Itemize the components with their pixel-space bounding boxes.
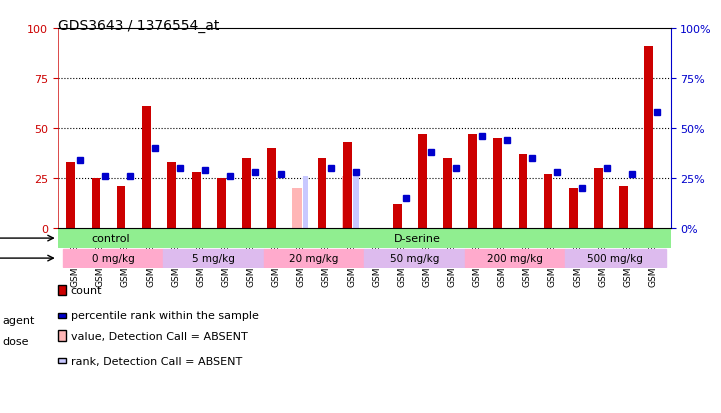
Bar	[464, 249, 565, 268]
Bar	[418, 135, 427, 228]
Bar	[167, 163, 176, 228]
Bar	[393, 204, 402, 228]
Bar	[292, 189, 302, 228]
Text: count: count	[71, 285, 102, 295]
Bar	[443, 159, 452, 228]
Bar	[242, 159, 251, 228]
Text: 50 mg/kg: 50 mg/kg	[389, 254, 439, 263]
Bar	[364, 249, 464, 268]
Bar	[264, 249, 364, 268]
Bar	[58, 230, 163, 247]
Bar	[117, 187, 125, 228]
Text: D-serine: D-serine	[394, 233, 441, 244]
Bar	[619, 187, 628, 228]
Bar	[469, 135, 477, 228]
Text: percentile rank within the sample: percentile rank within the sample	[71, 311, 259, 320]
Text: dose: dose	[2, 336, 29, 346]
Text: 0 mg/kg: 0 mg/kg	[92, 254, 134, 263]
Bar	[565, 249, 665, 268]
Bar	[217, 178, 226, 228]
Text: rank, Detection Call = ABSENT: rank, Detection Call = ABSENT	[71, 356, 242, 366]
Bar	[644, 47, 653, 228]
Text: 200 mg/kg: 200 mg/kg	[487, 254, 543, 263]
Text: 5 mg/kg: 5 mg/kg	[192, 254, 235, 263]
Bar	[142, 107, 151, 228]
Bar	[303, 177, 309, 228]
Bar	[66, 163, 75, 228]
Bar	[163, 249, 264, 268]
Bar	[353, 177, 358, 228]
Bar	[92, 178, 100, 228]
Bar	[192, 173, 201, 228]
Bar	[569, 189, 578, 228]
Text: 500 mg/kg: 500 mg/kg	[588, 254, 643, 263]
Text: value, Detection Call = ABSENT: value, Detection Call = ABSENT	[71, 331, 247, 341]
Bar	[493, 139, 503, 228]
Bar	[342, 143, 352, 228]
Bar	[163, 230, 671, 247]
Bar	[267, 149, 276, 228]
Bar	[318, 159, 327, 228]
Text: GDS3643 / 1376554_at: GDS3643 / 1376554_at	[58, 19, 219, 33]
Bar	[518, 154, 527, 228]
Text: control: control	[91, 233, 130, 244]
Text: agent: agent	[2, 315, 35, 325]
Bar	[63, 249, 163, 268]
Bar	[342, 177, 352, 228]
Text: 20 mg/kg: 20 mg/kg	[289, 254, 339, 263]
Bar	[544, 175, 552, 228]
Bar	[594, 169, 603, 228]
